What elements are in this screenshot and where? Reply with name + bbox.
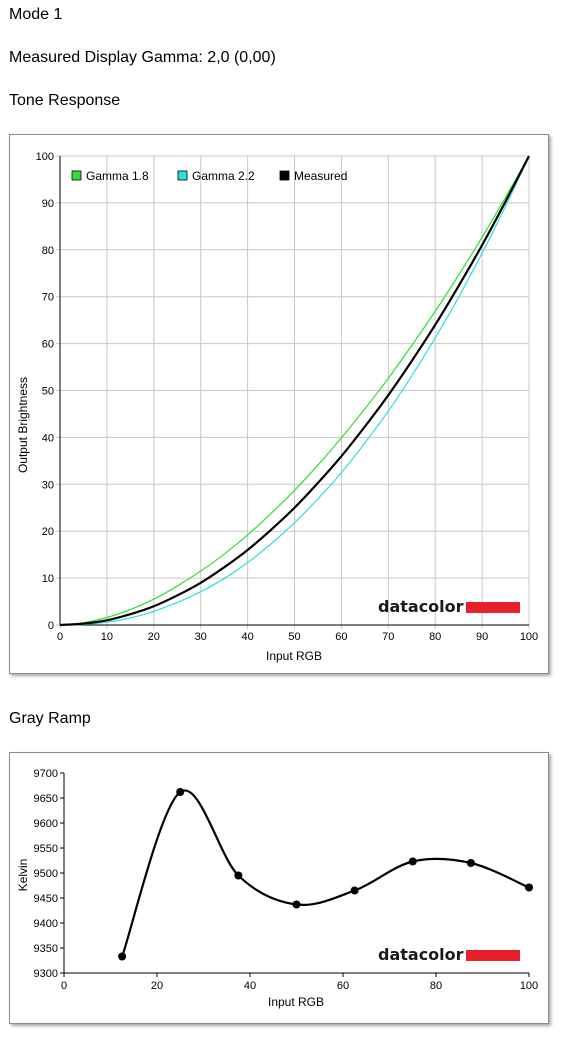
tone-y-tick-label: 90: [42, 198, 54, 210]
datacolor-logo-bar: [466, 950, 520, 961]
tone-series-line-0: [59, 155, 530, 626]
tone-y-tick-label: 40: [42, 432, 54, 444]
gray-y-tick-label: 9700: [34, 768, 58, 780]
gray-ramp-panel: 0 20 40 60 80 100 9300 9350 9400 9450 9500 9550 9600…: [9, 752, 549, 1024]
tone-x-tick-label: 90: [476, 631, 488, 643]
gray-ramp-point: [466, 859, 475, 867]
gray-ramp-line: [121, 789, 530, 957]
gray-x-tick-label: 100: [520, 980, 538, 992]
tone-x-tick-label: 70: [382, 631, 394, 643]
gray-ramp-point: [234, 871, 243, 880]
datacolor-logo-text: datacolor: [378, 945, 464, 964]
tone-y-tick-label: 60: [42, 339, 54, 351]
gray-y-tick-label: 9600: [34, 818, 58, 830]
gray-series-line: [118, 788, 533, 961]
gray-ramp-point: [292, 900, 301, 909]
gray-y-tick-label: 9650: [34, 793, 58, 805]
datacolor-logo: datacolor: [378, 597, 520, 616]
legend-swatch: [177, 170, 188, 181]
tone-x-tick-label: 0: [57, 631, 63, 643]
gray-x-tick-label: 20: [151, 980, 163, 992]
gray-y-tick-label: 9400: [34, 918, 58, 930]
gray-x-tick-label: 80: [430, 980, 442, 992]
tone-response-chart: 0 10 20 30 40 50 60 70 80 90 100 0 10 20 30 40 50 60 70 80 9…: [16, 151, 539, 663]
measured-gamma-text: Measured Display Gamma: 2,0 (0,00): [9, 49, 276, 66]
mode-title: Mode 1: [9, 6, 63, 23]
tone-grid: [56, 155, 530, 629]
tone-y-axis-label: Output Brightness: [16, 377, 30, 473]
tone-y-tick-label: 30: [42, 479, 54, 491]
tone-x-tick-label: 50: [288, 631, 300, 643]
gray-y-tick-label: 9450: [34, 893, 58, 905]
tone-y-tick-label: 100: [36, 151, 54, 163]
tone-y-tick-label: 70: [42, 292, 54, 304]
gray-x-tick-label: 0: [61, 980, 67, 992]
legend-label: Measured: [294, 169, 347, 183]
tone-x-tick-label: 40: [241, 631, 253, 643]
tone-y-tick-label: 10: [42, 573, 54, 585]
gray-x-tick-label: 60: [337, 980, 349, 992]
tone-y-tick-label: 50: [42, 386, 54, 398]
legend-label: Gamma 1.8: [86, 169, 149, 183]
tone-y-tick-label: 0: [48, 620, 54, 632]
gray-y-axis-label: Kelvin: [16, 859, 30, 892]
tone-series-lines: [59, 155, 530, 627]
gray-ramp-point: [118, 952, 127, 961]
gray-y-tick-label: 9550: [34, 843, 58, 855]
gray-ramp-point: [408, 857, 417, 866]
gray-tick-labels: 0 20 40 60 80 100 9300 9350 9400 9450 9500 9550 9600…: [34, 768, 539, 992]
tone-y-tick-label: 20: [42, 526, 54, 538]
datacolor-logo-text: datacolor: [378, 597, 464, 616]
tone-x-tick-label: 20: [148, 631, 160, 643]
tone-response-panel: 0 10 20 30 40 50 60 70 80 90 100 0 10 20 30 40 50 60 70 80 9…: [9, 134, 549, 674]
tone-y-tick-label: 80: [42, 245, 54, 257]
gray-y-tick-label: 9350: [34, 943, 58, 955]
datacolor-logo-bar: [466, 602, 520, 613]
gray-x-tick-label: 40: [244, 980, 256, 992]
tone-series-line-1: [59, 155, 530, 626]
gray-ramp-point: [176, 788, 185, 796]
datacolor-logo: datacolor: [378, 945, 520, 964]
gray-y-tick-label: 9500: [34, 868, 58, 880]
gray-y-tick-label: 9300: [34, 968, 58, 980]
tone-x-axis-label: Input RGB: [266, 649, 322, 663]
tone-x-tick-label: 10: [101, 631, 113, 643]
tone-x-tick-label: 100: [520, 631, 538, 643]
tone-x-tick-label: 30: [195, 631, 207, 643]
tone-series-line-2: [59, 155, 530, 627]
gray-ramp-point: [350, 886, 359, 895]
tone-tick-labels: 0 10 20 30 40 50 60 70 80 90 100 0 10 20 30 40 50 60 70 80 9…: [36, 151, 539, 643]
tone-legend: Gamma 1.8 Gamma 2.2 Measured: [71, 169, 347, 183]
tone-response-heading: Tone Response: [9, 92, 121, 109]
tone-x-tick-label: 60: [335, 631, 347, 643]
gray-ramp-point: [525, 883, 533, 892]
gray-ramp-chart: 0 20 40 60 80 100 9300 9350 9400 9450 9500 9550 9600…: [16, 768, 539, 1009]
legend-label: Gamma 2.2: [192, 169, 255, 183]
legend-swatch: [279, 170, 290, 181]
tone-x-tick-label: 80: [429, 631, 441, 643]
legend-swatch: [71, 170, 82, 181]
gray-ramp-heading: Gray Ramp: [9, 710, 91, 727]
gray-x-axis-label: Input RGB: [268, 995, 324, 1009]
